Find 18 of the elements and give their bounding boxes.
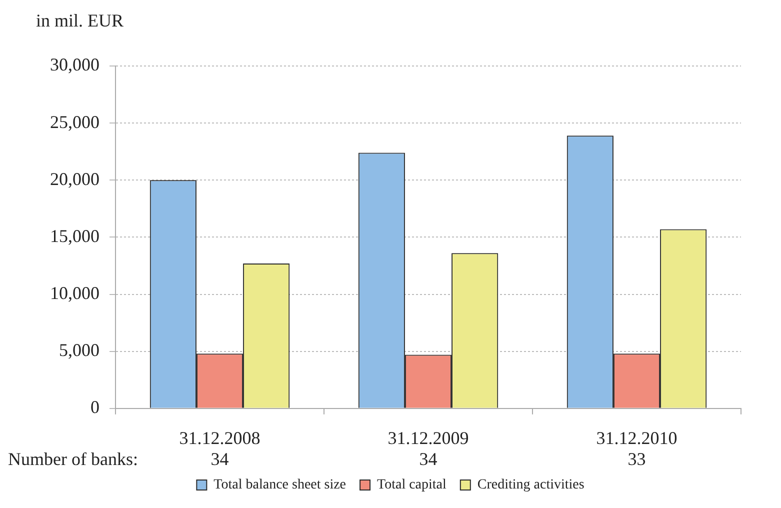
- y-tick-label: 20,000: [50, 168, 100, 189]
- y-tick-label: 0: [90, 397, 100, 418]
- legend-label: Crediting activities: [477, 478, 584, 493]
- y-tick-label: 15,000: [50, 226, 100, 246]
- text: Number of banks:: [8, 449, 138, 470]
- x-tick-label: 31.12.2009: [388, 428, 469, 448]
- legend-label: Total capital: [377, 478, 447, 493]
- text: 34: [210, 449, 229, 470]
- text: 34: [419, 449, 438, 470]
- y-tick-label: 25,000: [50, 112, 100, 132]
- legend-label: Total balance sheet size: [214, 478, 346, 493]
- text: 33: [628, 449, 646, 470]
- y-axis-title: in mil. EUR: [36, 10, 124, 31]
- y-tick-label: 5,000: [59, 340, 100, 360]
- y-tick-label: 10,000: [50, 283, 100, 303]
- y-tick-label: 30,000: [50, 54, 100, 75]
- x-tick-label: 31.12.2008: [179, 428, 260, 448]
- x-tick-label: 31.12.2010: [596, 428, 678, 448]
